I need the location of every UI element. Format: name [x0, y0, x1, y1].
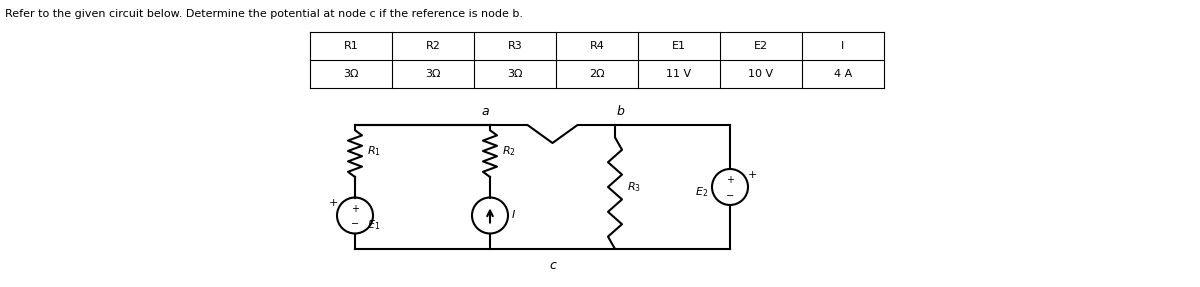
Text: $R_2$: $R_2$	[502, 144, 516, 158]
Text: 3Ω: 3Ω	[343, 69, 359, 79]
Text: b: b	[616, 105, 624, 118]
Text: $R_1$: $R_1$	[367, 144, 380, 158]
Text: I: I	[841, 41, 845, 51]
Text: R1: R1	[343, 41, 359, 51]
Text: +: +	[726, 175, 734, 185]
Text: $E_1$: $E_1$	[367, 219, 380, 232]
Text: $E_2$: $E_2$	[695, 185, 708, 199]
Text: −: −	[726, 191, 734, 201]
Text: a: a	[481, 105, 488, 118]
Text: 3Ω: 3Ω	[425, 69, 440, 79]
Text: R4: R4	[589, 41, 605, 51]
Text: 3Ω: 3Ω	[508, 69, 523, 79]
Text: E2: E2	[754, 41, 768, 51]
Text: Refer to the given circuit below. Determine the potential at node c if the refer: Refer to the given circuit below. Determ…	[5, 9, 523, 19]
Text: 4 A: 4 A	[834, 69, 852, 79]
Text: 11 V: 11 V	[666, 69, 691, 79]
Text: $R_3$: $R_3$	[628, 180, 641, 194]
Text: R3: R3	[508, 41, 522, 51]
Text: +: +	[748, 170, 757, 180]
Text: +: +	[329, 199, 337, 208]
Text: +: +	[352, 203, 359, 214]
Text: −: −	[350, 220, 359, 230]
Text: 2Ω: 2Ω	[589, 69, 605, 79]
Text: c: c	[550, 259, 556, 272]
Text: E1: E1	[672, 41, 686, 51]
Text: R2: R2	[426, 41, 440, 51]
Text: I: I	[512, 210, 515, 220]
Text: 10 V: 10 V	[749, 69, 774, 79]
